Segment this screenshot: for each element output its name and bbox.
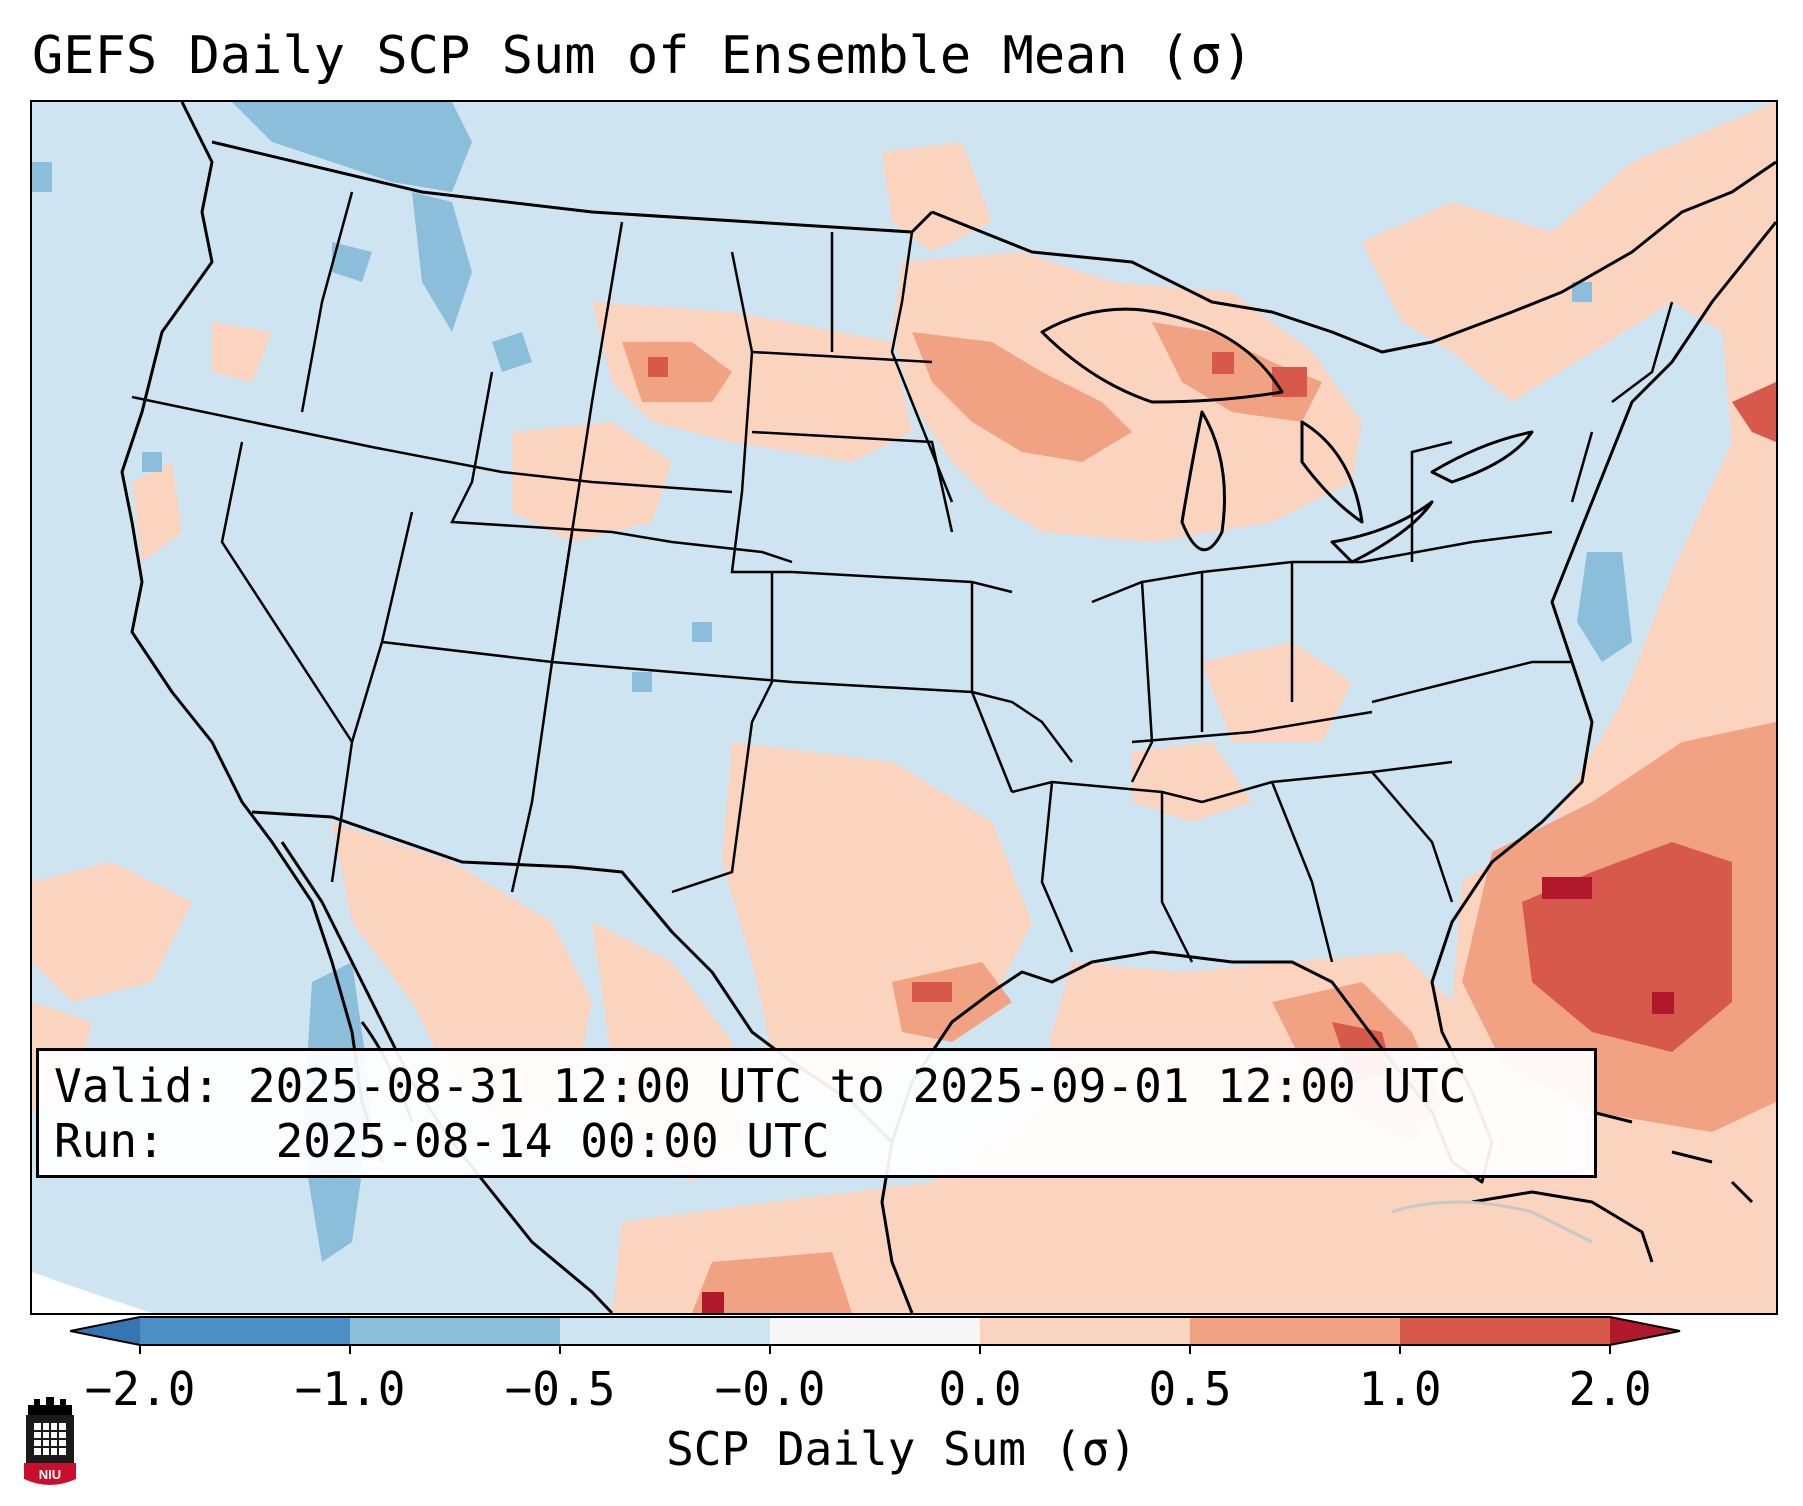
colorbar-tick-label: 0.0 <box>938 1362 1022 1416</box>
colorbar-tick-label: 1.0 <box>1358 1362 1442 1416</box>
colorbar-tick-label: −0.5 <box>504 1362 616 1416</box>
logo-text: NIU <box>39 1467 61 1482</box>
colorbar-label: SCP Daily Sum (σ) <box>666 1422 1137 1476</box>
niu-logo: NIU <box>24 1397 76 1485</box>
colorbar-tick-label: 0.5 <box>1148 1362 1232 1416</box>
colorbar-segment <box>770 1317 980 1345</box>
colorbar-segment <box>560 1317 770 1345</box>
colorbar <box>70 1316 1681 1354</box>
validity-info-box: Valid: 2025-08-31 12:00 UTC to 2025-09-0… <box>36 1048 1597 1178</box>
colorbar-segment <box>1190 1317 1400 1345</box>
colorbar-tick-label: −0.0 <box>714 1362 826 1416</box>
colorbar-segment <box>350 1317 560 1345</box>
colorbar-over-arrow <box>1610 1317 1680 1345</box>
colorbar-tick-label: −2.0 <box>84 1362 196 1416</box>
colorbar-segment <box>980 1317 1190 1345</box>
run-label: Run: <box>54 1114 165 1168</box>
chart-title: GEFS Daily SCP Sum of Ensemble Mean (σ) <box>32 26 1253 86</box>
colorbar-tick-label: 2.0 <box>1568 1362 1652 1416</box>
run-value: 2025-08-14 00:00 UTC <box>275 1114 830 1168</box>
valid-value: 2025-08-31 12:00 UTC to 2025-09-01 12:00… <box>247 1059 1467 1113</box>
colorbar-under-arrow <box>70 1317 140 1345</box>
colorbar-segment <box>1400 1317 1610 1345</box>
valid-label: Valid: <box>54 1059 221 1113</box>
coastline-borders <box>120 102 1776 1313</box>
state-lines <box>131 191 1674 963</box>
colorbar-segment <box>140 1317 350 1345</box>
colorbar-tick-label: −1.0 <box>294 1362 406 1416</box>
